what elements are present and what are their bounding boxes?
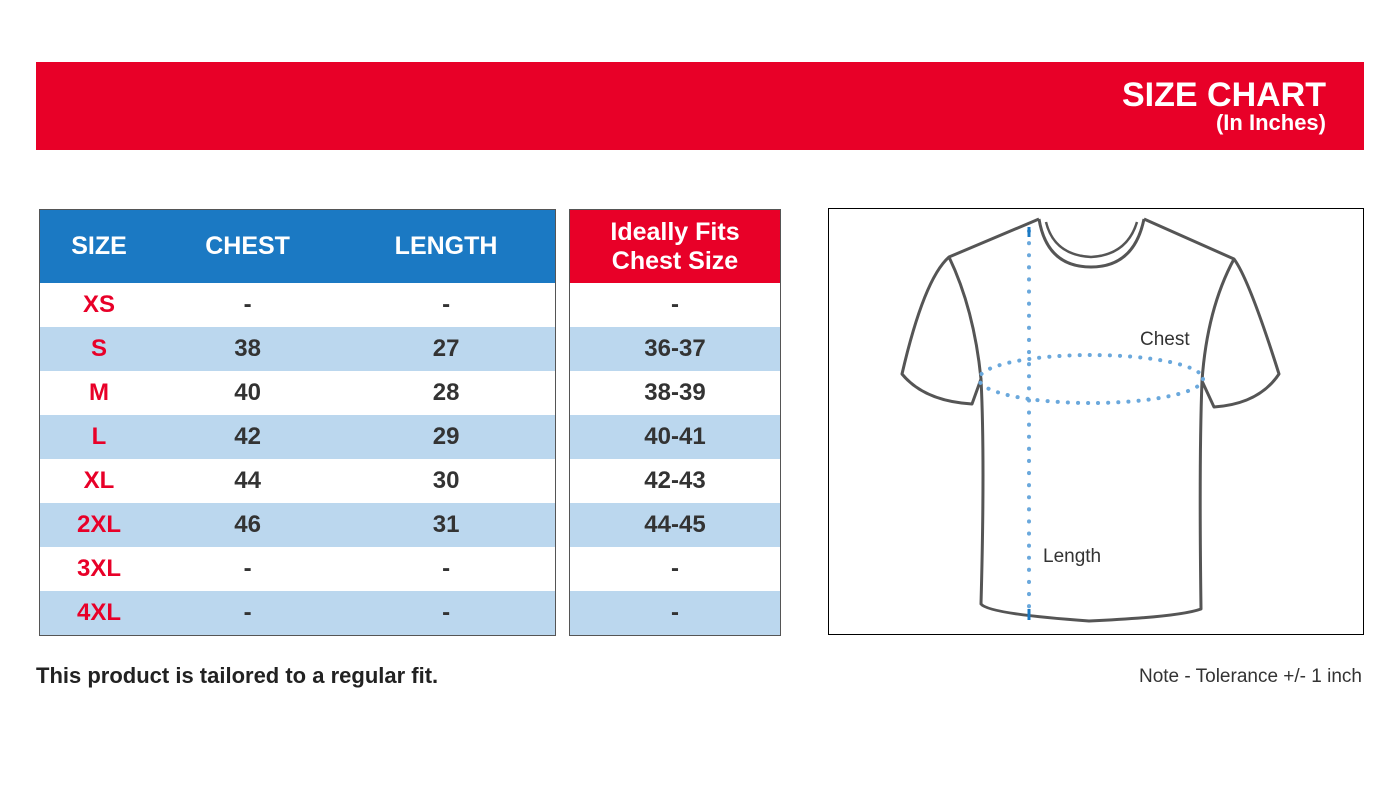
cell-size: 3XL — [77, 555, 122, 582]
table-row: 44-45 — [569, 503, 781, 547]
cell-ideal-chest: - — [671, 291, 679, 318]
cell-ideal-chest: - — [569, 591, 781, 636]
cell-length: 29 — [337, 415, 556, 459]
cell-chest: 38 — [158, 327, 338, 371]
cell-size: S — [39, 327, 159, 371]
cell-ideal-chest: - — [671, 555, 679, 582]
fit-note: This product is tailored to a regular fi… — [36, 663, 439, 688]
cell-length: - — [442, 291, 451, 318]
cell-size: XS — [83, 291, 116, 318]
title-banner: SIZE CHART (In Inches) — [36, 62, 1364, 150]
table-row: 2XL 46 31 — [39, 503, 556, 547]
cell-size: M — [89, 379, 110, 406]
cell-ideal-chest: 44-45 — [569, 503, 781, 547]
cell-chest: 46 — [158, 503, 338, 547]
cell-ideal-chest: 38-39 — [644, 379, 706, 406]
cell-length: 28 — [432, 379, 460, 406]
cell-size: L — [39, 415, 159, 459]
cell-ideal-chest: 40-41 — [569, 415, 781, 459]
chest-label: Chest — [1140, 329, 1190, 350]
cell-chest: - — [158, 591, 338, 636]
cell-chest: 42 — [158, 415, 338, 459]
table-row: XS - - — [40, 283, 556, 327]
cell-length: - — [337, 591, 556, 636]
collar-inner — [1044, 221, 1139, 259]
cell-size: 2XL — [39, 503, 159, 547]
table-row: 36-37 — [569, 327, 781, 371]
cell-ideal-chest: 36-37 — [569, 327, 781, 371]
col-header-chest: CHEST — [158, 209, 338, 283]
col-header-ideal-fit: Ideally Fits Chest Size — [569, 209, 781, 283]
tshirt-outline — [900, 217, 1281, 623]
cell-length: 31 — [337, 503, 556, 547]
length-label: Length — [1043, 546, 1101, 567]
cell-length: 30 — [432, 467, 460, 494]
cell-length: 27 — [337, 327, 556, 371]
table-row: S 38 27 — [39, 327, 556, 371]
cell-chest: - — [243, 555, 252, 582]
table-row: - — [570, 283, 781, 327]
table-row: M 40 28 — [40, 371, 556, 415]
cell-chest: 44 — [234, 467, 261, 494]
table-row: - — [570, 547, 781, 591]
cell-length: - — [442, 555, 451, 582]
col-header-size: SIZE — [39, 209, 159, 283]
size-table: SIZE CHEST LENGTH XS - - S 38 27 M 40 28 L 42 29 XL 4… — [39, 209, 556, 636]
cell-ideal-chest: 42-43 — [644, 467, 706, 494]
fit-table: Ideally Fits Chest Size - 36-37 38-39 40-41… — [569, 209, 781, 636]
cell-size: XL — [83, 467, 115, 494]
table-row: 3XL - - — [40, 547, 556, 591]
table-row: 4XL - - — [39, 591, 556, 636]
page-title: SIZE CHART — [1122, 76, 1326, 114]
table-row: L 42 29 — [39, 415, 556, 459]
chest-measure-line — [977, 353, 1205, 405]
page-subtitle: (In Inches) — [1215, 110, 1326, 135]
table-row: 40-41 — [569, 415, 781, 459]
col-header-length: LENGTH — [337, 209, 556, 283]
table-row: 42-43 — [570, 459, 781, 503]
tshirt-diagram: Chest Length — [828, 208, 1364, 635]
cell-chest: 40 — [234, 379, 261, 406]
table-row: - — [569, 591, 781, 636]
collar-outer — [1037, 218, 1146, 269]
table-row: XL 44 30 — [40, 459, 556, 503]
cell-size: 4XL — [39, 591, 159, 636]
left-sleeve-seam — [947, 256, 983, 380]
header-line: Chest Size — [611, 246, 739, 275]
cell-chest: - — [243, 291, 252, 318]
header-line: Ideally Fits — [610, 217, 740, 246]
right-sleeve-seam — [1200, 258, 1236, 382]
table-row: 38-39 — [570, 371, 781, 415]
tolerance-note: Note - Tolerance +/- 1 inch — [1138, 666, 1362, 687]
tshirt-icon: Chest Length — [900, 217, 1281, 623]
